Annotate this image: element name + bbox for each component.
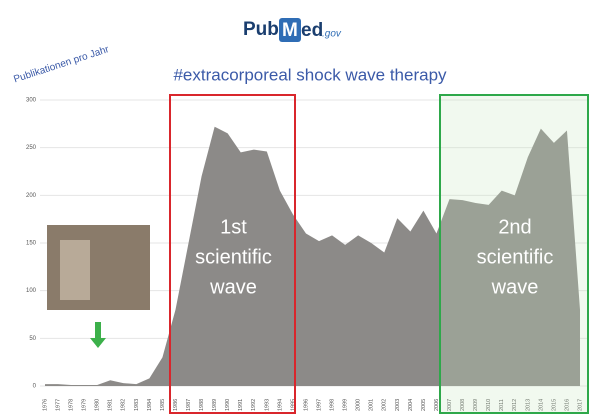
x-tick-label: 1977 — [56, 399, 62, 411]
arrow — [90, 322, 106, 348]
y-tick-label: 250 — [26, 145, 37, 151]
chart-title: #extracorporeal shock wave therapy — [173, 65, 447, 84]
logo-m: M — [282, 20, 298, 41]
x-tick-label: 1981 — [108, 399, 114, 411]
x-tick-label: 1983 — [134, 399, 140, 411]
y-tick-label: 150 — [26, 241, 37, 247]
x-tick-label: 2005 — [421, 399, 427, 411]
pubmed-logo: Pub M ed .gov — [243, 18, 342, 42]
x-tick-label: 1997 — [316, 399, 322, 411]
y-axis-label: Publikationen pro Jahr — [12, 44, 111, 85]
x-tick-label: 1976 — [42, 399, 48, 411]
x-tick-label: 2003 — [395, 399, 401, 411]
wave-label: wave — [209, 276, 257, 298]
logo-gov: .gov — [322, 29, 342, 40]
wave-label: scientific — [477, 246, 554, 268]
logo-pub: Pub — [243, 19, 279, 40]
wave-label: 2nd — [498, 216, 531, 238]
y-tick-label: 0 — [33, 384, 37, 390]
x-tick-label: 1999 — [343, 399, 349, 411]
x-tick-label: 2004 — [408, 399, 414, 411]
x-tick-label: 1996 — [303, 399, 309, 411]
chart: Pub M ed .gov #extracorporeal shock wave… — [0, 0, 593, 414]
wave-label: 1st — [220, 216, 247, 238]
x-tick-label: 1982 — [121, 399, 127, 411]
y-tick-label: 200 — [26, 193, 37, 199]
x-tick-label: 1980 — [95, 399, 101, 411]
x-tick-label: 1998 — [330, 399, 336, 411]
y-tick-label: 50 — [29, 336, 36, 342]
wave-label: scientific — [195, 246, 272, 268]
x-tick-label: 2001 — [369, 399, 375, 411]
photo-detail — [60, 240, 90, 300]
x-tick-label: 2002 — [382, 399, 388, 411]
logo-ed: ed — [301, 20, 323, 41]
x-tick-label: 1985 — [160, 399, 166, 411]
x-tick-label: 1979 — [82, 399, 88, 411]
x-tick-label: 2000 — [356, 399, 362, 411]
x-tick-label: 1984 — [147, 399, 153, 411]
y-tick-label: 300 — [26, 98, 37, 104]
y-tick-label: 100 — [26, 288, 37, 294]
wave-label: wave — [491, 276, 539, 298]
x-tick-label: 1978 — [69, 399, 75, 411]
